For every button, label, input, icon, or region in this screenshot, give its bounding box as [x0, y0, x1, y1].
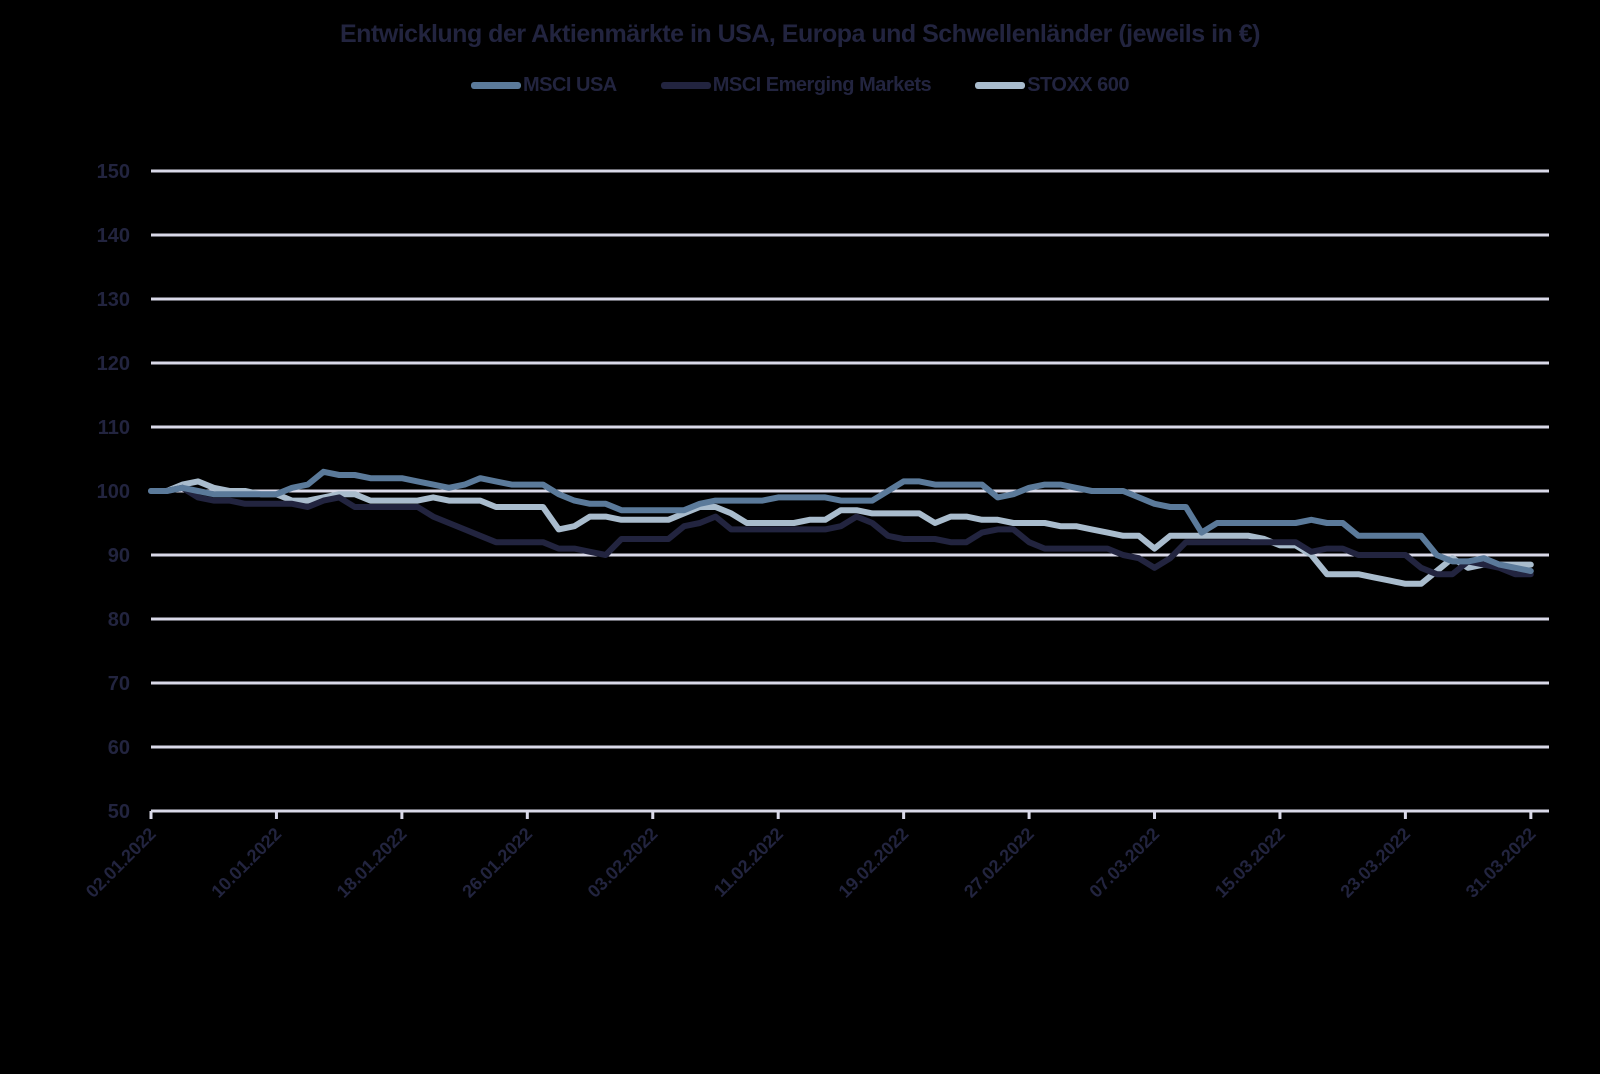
x-tick-label: 18.01.2022 — [333, 824, 411, 902]
gridlines — [151, 169, 1549, 813]
x-tick-label: 10.01.2022 — [207, 824, 285, 902]
y-tick-label: 80 — [108, 609, 130, 631]
x-tick-label: 23.03.2022 — [1336, 824, 1414, 902]
x-tick-label: 19.02.2022 — [835, 824, 913, 902]
y-tick-label: 110 — [98, 417, 130, 439]
legend-swatch-stoxx-600 — [975, 82, 1026, 89]
legend-item-msci-usa: MSCI USA — [470, 74, 617, 97]
legend-label-msci-em: MSCI Emerging Markets — [712, 74, 932, 96]
y-tick-label: 50 — [108, 801, 130, 823]
legend-label-stoxx-600: STOXX 600 — [1027, 74, 1130, 96]
x-tick-label: 02.01.2022 — [82, 824, 160, 902]
legend-swatch-msci-usa — [470, 82, 521, 89]
series-line-stoxx-600 — [148, 478, 1534, 587]
chart-title: Entwicklung der Aktienmärkte in USA, Eur… — [340, 20, 1261, 48]
y-tick-label: 60 — [108, 737, 130, 759]
series-line-msci-usa — [148, 468, 1534, 574]
y-axis: 150 140 130 120 110 100 90 80 70 60 50 — [97, 161, 130, 823]
x-tick-label: 31.03.2022 — [1462, 824, 1540, 902]
legend-item-stoxx-600: STOXX 600 — [975, 74, 1130, 97]
series-line-msci-emerging-markets — [148, 484, 1534, 578]
y-tick-label: 120 — [97, 353, 130, 375]
y-tick-label: 100 — [97, 481, 130, 503]
x-tick-label: 11.02.2022 — [710, 824, 787, 901]
y-tick-label: 150 — [97, 161, 130, 183]
x-tick-label: 26.01.2022 — [458, 824, 536, 902]
y-tick-label: 130 — [97, 289, 130, 311]
x-tick-label: 27.02.2022 — [960, 824, 1038, 902]
y-tick-label: 140 — [97, 225, 130, 247]
legend-swatch-msci-em — [660, 82, 711, 89]
y-tick-label: 90 — [108, 545, 130, 567]
series-lines — [148, 468, 1534, 587]
y-tick-label: 70 — [108, 673, 130, 695]
legend-label-msci-usa: MSCI USA — [522, 74, 617, 96]
x-tick-label: 07.03.2022 — [1086, 824, 1164, 902]
x-tick-label: 03.02.2022 — [584, 824, 662, 902]
x-tick-label: 15.03.2022 — [1211, 824, 1289, 902]
x-axis: 02.01.2022 10.01.2022 18.01.2022 26.01.2022… — [82, 811, 1540, 902]
legend-item-msci-em: MSCI Emerging Markets — [660, 74, 932, 97]
chart-legend: MSCI USA MSCI Emerging Markets STOXX 600 — [0, 74, 1600, 97]
